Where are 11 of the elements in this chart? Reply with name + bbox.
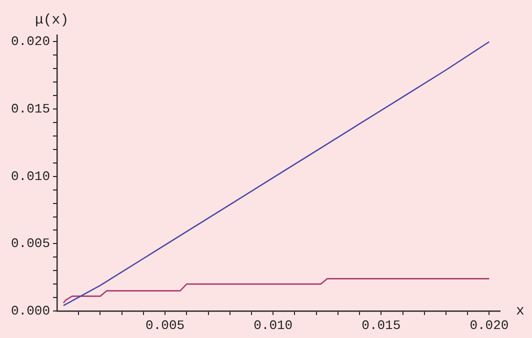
x-tick-label: 0.020	[470, 318, 509, 334]
y-tick-label: 0.010	[10, 168, 50, 184]
x-tick-label: 0.015	[362, 318, 401, 334]
y-tick-label: 0.000	[10, 303, 50, 318]
y-tick-label: 0.020	[10, 34, 50, 50]
y-axis-title: μ(x)	[35, 12, 69, 29]
x-tick-label: 0.010	[254, 318, 293, 334]
x-tick-label: 0.005	[146, 318, 185, 334]
y-tick-label: 0.005	[10, 236, 50, 252]
y-tick-label: 0.015	[10, 101, 50, 116]
x-axis-title: x	[516, 304, 524, 320]
